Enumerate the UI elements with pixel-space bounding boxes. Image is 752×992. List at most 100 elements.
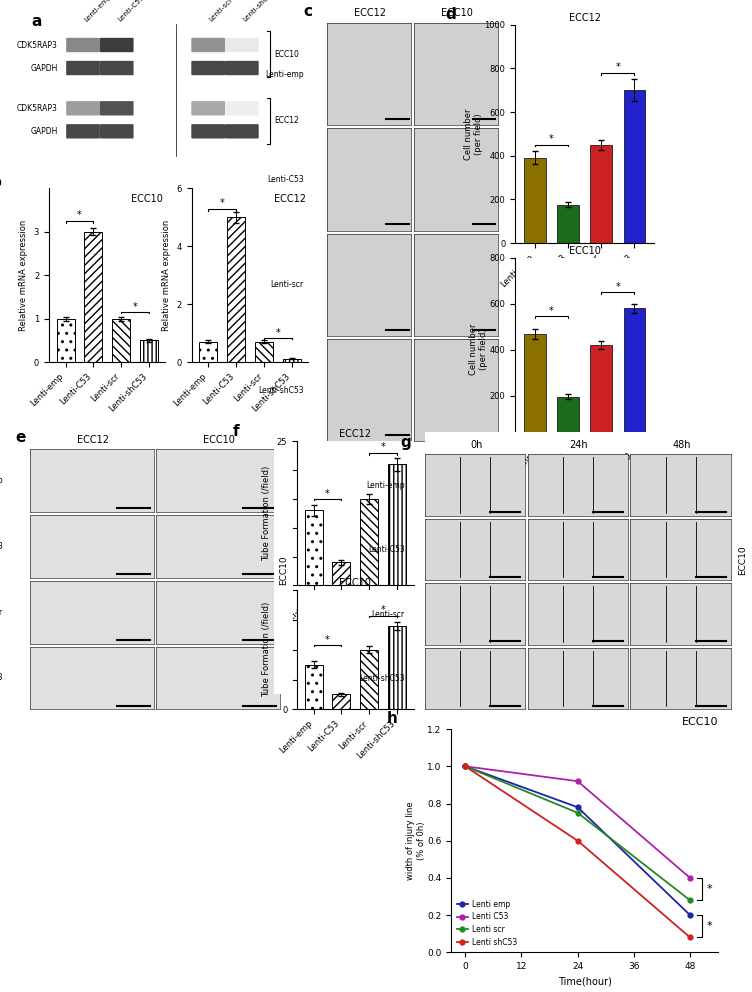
Text: ECC10: ECC10 [738,546,747,575]
Text: *: * [325,489,330,499]
Line: Lenti emp: Lenti emp [462,764,693,918]
Bar [557,205,579,243]
Bar [623,90,645,243]
Text: *: * [706,922,712,931]
Lenti shC53 [573,835,582,847]
Bar [360,499,378,585]
Bar [590,145,612,243]
Text: ECC10: ECC10 [132,193,163,203]
Text: *: * [549,135,554,145]
Lenti C53 [686,872,695,884]
Bar [283,359,301,362]
Y-axis label: Tube Formation (/field): Tube Formation (/field) [262,602,271,697]
Bar [590,345,612,441]
FancyBboxPatch shape [225,61,259,75]
Line: Lenti C53: Lenti C53 [462,764,693,880]
Title: ECC12: ECC12 [569,13,601,23]
Text: ECC10: ECC10 [203,434,235,444]
Text: Lenti-emp: Lenti-emp [0,476,3,485]
Text: Lenti-shC53: Lenti-shC53 [359,674,405,683]
Text: *: * [275,328,280,338]
Text: Lenti-scr: Lenti-scr [0,608,3,617]
Text: Lenti-scr: Lenti-scr [208,0,235,23]
Text: Lenti-emp: Lenti-emp [366,480,405,490]
Bar [305,511,323,585]
Text: c: c [303,4,312,19]
Bar [557,397,579,441]
Text: *: * [381,605,386,615]
Text: *: * [615,282,620,292]
Y-axis label: width of injury line
(% of 0h): width of injury line (% of 0h) [406,802,426,880]
FancyBboxPatch shape [191,38,225,53]
Text: *: * [325,635,330,645]
Line: Lenti scr: Lenti scr [462,764,693,903]
Title: ECC10: ECC10 [339,578,371,588]
FancyBboxPatch shape [66,101,100,115]
Text: 24h: 24h [570,439,588,449]
Bar [332,694,350,709]
Text: Lenti-C53: Lenti-C53 [0,542,3,551]
Text: e: e [15,431,26,445]
Text: ECC12: ECC12 [77,434,109,444]
Bar [388,464,406,585]
FancyBboxPatch shape [100,101,134,115]
Legend: Lenti emp, Lenti C53, Lenti scr, Lenti shC53: Lenti emp, Lenti C53, Lenti scr, Lenti s… [455,898,519,948]
Text: Lenti-C53: Lenti-C53 [368,545,405,555]
Text: Lenti-emp: Lenti-emp [83,0,113,23]
Bar [84,232,102,362]
Bar [199,342,217,362]
Text: f: f [233,425,240,439]
Lenti emp [686,909,695,921]
Y-axis label: Tube Formation (/field): Tube Formation (/field) [262,465,271,561]
Bar [305,665,323,709]
FancyBboxPatch shape [225,38,259,53]
Text: *: * [615,62,620,72]
Text: *: * [220,198,225,208]
Bar [56,318,74,362]
Text: ECC12: ECC12 [274,116,299,125]
Text: ECC12: ECC12 [354,8,387,18]
FancyBboxPatch shape [100,61,134,75]
Lenti shC53 [461,760,470,772]
Text: ECC10: ECC10 [280,556,288,585]
Text: ECC10: ECC10 [441,8,473,18]
Text: ECC10: ECC10 [681,717,718,727]
Text: b: b [0,175,2,189]
Lenti shC53 [686,931,695,943]
Text: *: * [549,306,554,315]
FancyBboxPatch shape [66,61,100,75]
FancyBboxPatch shape [225,124,259,139]
FancyBboxPatch shape [191,124,225,139]
Text: CDK5RAP3: CDK5RAP3 [17,104,58,113]
Text: ECC12: ECC12 [274,193,306,203]
Text: Lenti-C53: Lenti-C53 [267,175,304,184]
Text: a: a [32,14,41,29]
Lenti scr [573,806,582,818]
Bar [388,626,406,709]
Lenti C53 [573,776,582,788]
Text: 48h: 48h [672,439,691,449]
Y-axis label: Relative mRNA expression: Relative mRNA expression [162,219,171,331]
FancyBboxPatch shape [66,38,100,53]
Text: g: g [400,435,411,450]
Text: GAPDH: GAPDH [30,63,58,72]
Text: Lenti-scr: Lenti-scr [371,609,405,619]
Lenti scr [686,895,695,907]
Y-axis label: Cell number
(per field): Cell number (per field) [468,324,488,375]
X-axis label: Time(hour): Time(hour) [558,976,611,987]
Lenti C53 [461,760,470,772]
Bar [360,650,378,709]
Title: ECC10: ECC10 [569,246,601,256]
Text: 0h: 0h [470,439,483,449]
Bar [524,333,546,441]
Text: Lenti-shC53: Lenti-shC53 [242,0,277,23]
Lenti scr [461,760,470,772]
Text: CDK5RAP3: CDK5RAP3 [17,41,58,50]
Text: d: d [445,7,456,23]
FancyBboxPatch shape [100,38,134,53]
Bar [140,340,158,362]
Bar [112,318,130,362]
FancyBboxPatch shape [100,124,134,139]
Text: Lenti-emp: Lenti-emp [265,69,304,78]
FancyBboxPatch shape [66,124,100,139]
